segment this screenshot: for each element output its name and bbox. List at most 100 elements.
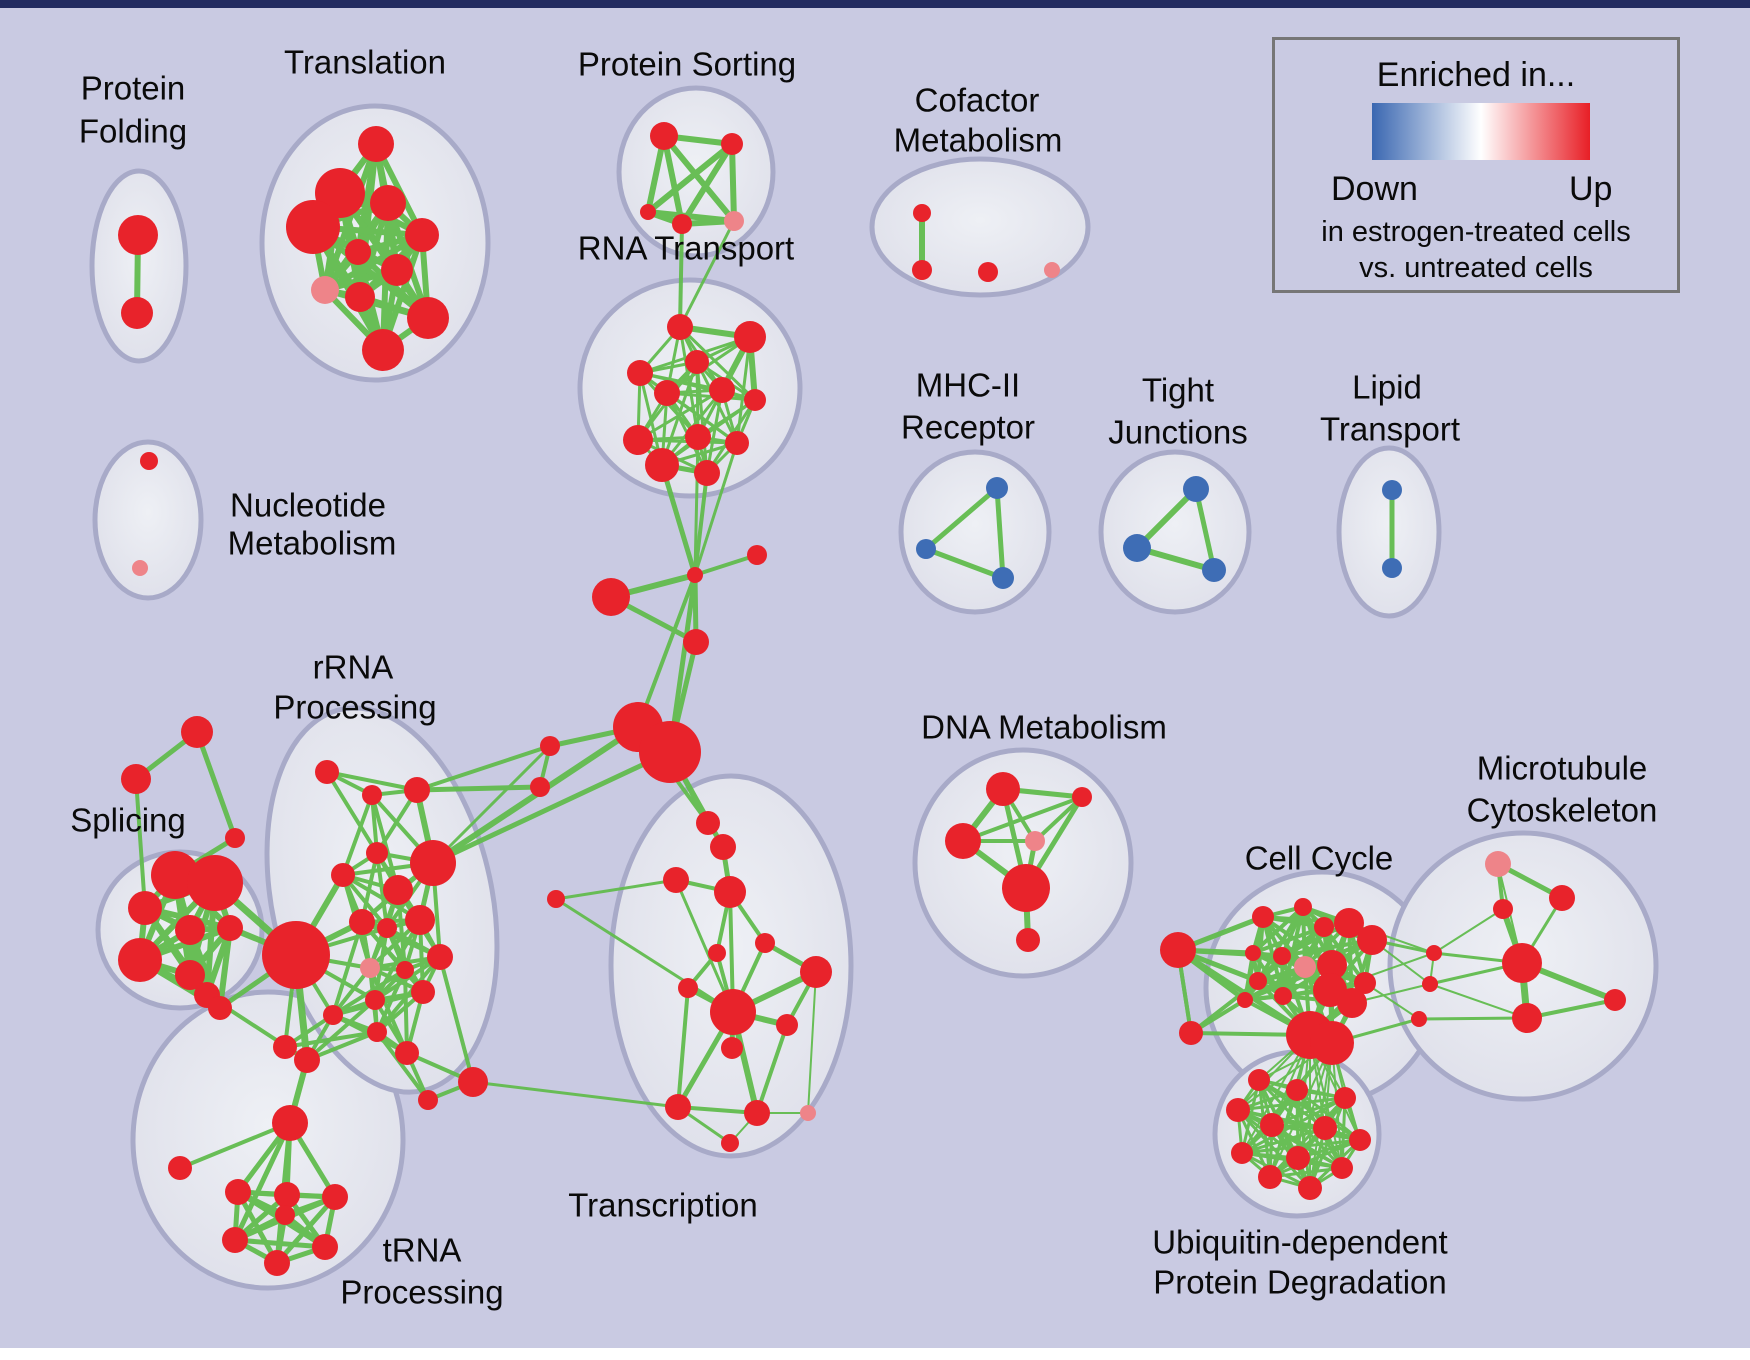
gene-set-node-ubiquitin — [1248, 1069, 1270, 1091]
gene-set-node-translation — [311, 276, 339, 304]
enrichment-edge — [430, 749, 673, 866]
enrichment-edge — [1429, 983, 1528, 1019]
gene-set-node-cell_cycle — [1274, 987, 1292, 1005]
cluster-ellipse-nucleotide — [92, 439, 204, 601]
gene-set-node-rrna — [323, 1005, 343, 1025]
gene-set-node-protein_sorting — [650, 122, 678, 150]
enrichment-edge — [693, 435, 700, 577]
enrichment-edge — [678, 219, 736, 329]
enrichment-edge — [368, 966, 409, 1055]
enrichment-edge — [554, 878, 678, 901]
gene-set-node-ubiquitin — [1331, 1157, 1353, 1179]
enrichment-edge — [961, 795, 1084, 843]
gene-set-node-cofactor — [913, 204, 931, 222]
enrichment-edge — [1251, 905, 1305, 955]
top-border-band — [0, 0, 1750, 8]
gene-set-node-rna_transport — [694, 460, 720, 486]
gene-set-node-protein_sorting — [721, 133, 743, 155]
gene-set-node-translation — [345, 239, 371, 265]
gene-set-node-trna — [274, 1182, 300, 1208]
gene-set-node-splicing — [208, 996, 232, 1020]
gene-set-node-rrna — [405, 905, 435, 935]
gene-set-node-transcription — [800, 956, 832, 988]
gene-set-node-ubiquitin — [1286, 1079, 1308, 1101]
enrichment-edge — [1243, 963, 1334, 1002]
enrichment-edge — [1268, 1096, 1347, 1179]
cluster-label-rna_transport: RNA Transport — [578, 230, 794, 267]
gene-set-node-protein_sorting — [724, 211, 744, 231]
gene-set-node-cell_cycle — [1237, 992, 1253, 1008]
gene-set-node-ubiquitin — [1298, 1176, 1322, 1200]
enrichment-edge — [415, 744, 552, 792]
cluster-label-ubiquitin: Protein Degradation — [1153, 1264, 1447, 1301]
enrichment-edge — [325, 770, 419, 792]
enrichment-edge — [679, 141, 735, 227]
cluster-label-mhc2: MHC-II — [916, 367, 1020, 404]
enrichment-edge — [1417, 1016, 1529, 1021]
gene-set-node-rna_transport — [627, 360, 653, 386]
cluster-label-dna_met: DNA Metabolism — [921, 709, 1167, 746]
gene-set-node-rna_transport — [685, 350, 709, 374]
gene-set-node-rrna — [273, 1035, 297, 1059]
enrichment-edge — [341, 793, 374, 877]
enrichment-edge — [1269, 1034, 1311, 1178]
gene-set-node-transcription — [696, 811, 720, 835]
gene-set-node-microtubule — [1549, 885, 1575, 911]
cluster-label-mhc2: Receptor — [901, 409, 1035, 446]
gene-set-node-chain — [168, 1156, 192, 1180]
cluster-label-rrna: rRNA — [313, 649, 394, 686]
enrichment-edge — [305, 998, 377, 1062]
gene-set-node-cell_cycle — [1160, 932, 1196, 968]
cluster-label-rrna: Processing — [273, 689, 436, 726]
gene-set-node-rrna — [331, 863, 355, 887]
enrichment-edge — [645, 141, 735, 215]
cluster-label-nucleotide: Nucleotide — [230, 487, 386, 524]
enrichment-edge — [674, 878, 735, 1014]
enrichment-edge — [1268, 1166, 1344, 1179]
gene-set-node-cell_cycle — [1252, 906, 1274, 928]
enrichment-edge — [1251, 925, 1326, 955]
enrichment-edge — [178, 1121, 292, 1170]
gene-set-node-microtubule — [1502, 943, 1542, 983]
enrichment-edge — [636, 388, 724, 442]
cluster-label-protein_folding: Folding — [79, 113, 187, 150]
gene-set-node-cell_cycle — [1310, 1021, 1354, 1065]
gene-set-node-translation — [405, 218, 439, 252]
enrichment-edge — [1240, 1126, 1327, 1155]
gene-set-node-cell_cycle — [1337, 988, 1367, 1018]
enrichment-edge — [693, 441, 739, 577]
enrichment-edge — [373, 918, 422, 1002]
enrichment-edge — [923, 546, 1006, 581]
gene-set-node-rna_transport — [709, 377, 735, 403]
enrichment-edge — [232, 1120, 293, 1243]
enrichment-edge — [661, 133, 685, 227]
gene-set-node-rrna — [349, 909, 375, 935]
enrichment-edge — [755, 1023, 789, 1115]
gene-set-node-transcription — [708, 944, 726, 962]
enrichment-edge — [678, 222, 684, 329]
gene-set-node-chain — [181, 716, 213, 748]
gene-set-node-rna_transport — [654, 380, 680, 406]
gene-set-node-protein_folding — [121, 297, 153, 329]
enrichment-edge — [636, 573, 697, 729]
gene-set-node-chain — [592, 578, 630, 616]
enrichment-edge — [217, 925, 233, 1011]
gene-set-node-cell_cycle — [1294, 898, 1312, 916]
cluster-label-tight_junctions: Tight — [1142, 372, 1214, 409]
gene-set-node-rna_transport — [734, 321, 766, 353]
enrichment-edge — [194, 729, 238, 841]
nodes-layer — [118, 122, 1626, 1276]
enrichment-edge — [431, 744, 552, 865]
cluster-ellipse-tight_junctions — [1098, 449, 1252, 615]
gene-set-node-rna_transport — [685, 424, 711, 450]
gene-set-node-rrna — [411, 980, 435, 1004]
enrichment-edge — [659, 462, 698, 578]
cluster-label-cofactor: Metabolism — [894, 122, 1063, 159]
gene-set-node-transcription — [663, 867, 689, 893]
gene-set-node-transcription — [776, 1014, 798, 1036]
gene-set-node-transcription — [744, 1100, 770, 1126]
gene-set-node-translation — [407, 297, 449, 339]
enrichment-edge — [661, 133, 737, 224]
enrichment-edge — [438, 955, 475, 1084]
